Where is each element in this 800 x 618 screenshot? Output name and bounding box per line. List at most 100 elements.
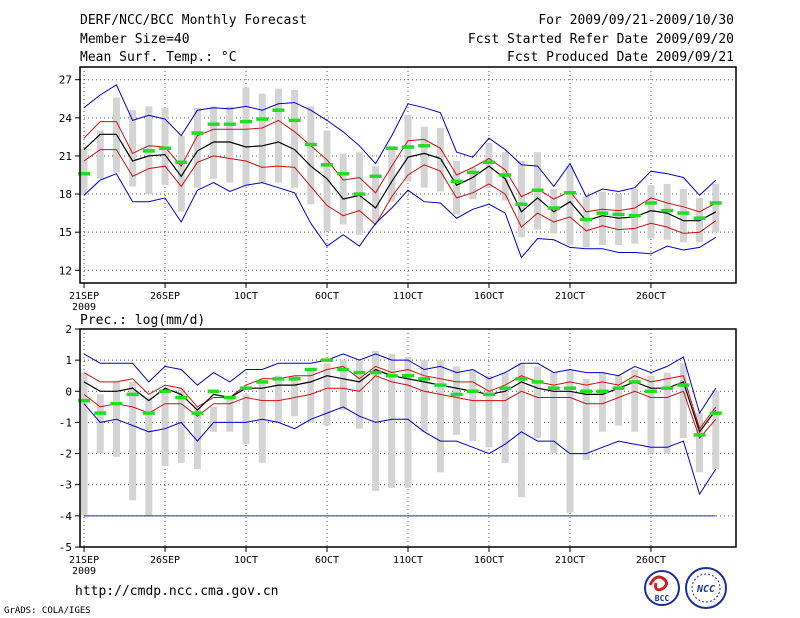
prec-range-box (647, 375, 655, 454)
prec-range-box (582, 378, 590, 460)
temp-range-box (615, 194, 623, 245)
temp-y-tick-label: 18 (59, 188, 72, 201)
prec-range-box (96, 394, 104, 454)
ncc-logo: NCC (685, 567, 727, 609)
prec-range-box (307, 369, 315, 423)
prec-range-box (388, 353, 396, 488)
temp-y-tick-label: 27 (59, 74, 72, 87)
temp-x-tick-label: 26SEP (150, 291, 180, 302)
prec-range-box (436, 360, 444, 473)
prec-mean-line (83, 368, 717, 434)
prec-range-box (355, 360, 363, 429)
temp-range-box (323, 130, 331, 231)
prec-y-tick-label: -1 (59, 416, 72, 429)
temp-range-box (647, 185, 655, 239)
temp-range-box (193, 107, 201, 188)
prec-range-box (631, 369, 639, 432)
prec-range-box (663, 372, 671, 454)
prec-x-tick-label: 1OCT (234, 555, 258, 566)
ncc-logo-text: NCC (696, 584, 715, 595)
temp-range-box (226, 106, 234, 183)
precip-variable-label: Prec.: log(mm/d) (80, 313, 205, 328)
temp-range-box (453, 161, 461, 215)
prec-range-box (696, 413, 704, 473)
prec-min-line (83, 403, 717, 496)
temp-range-box (307, 106, 315, 205)
bcc-logo-swirl (648, 575, 669, 592)
prec-range-box (177, 388, 185, 463)
prec-range-box (258, 381, 266, 463)
prec-x-tick-label: 16OCT (474, 555, 504, 566)
temp-range-box (598, 191, 606, 245)
prec-max-line (83, 353, 717, 415)
temp-range-box (274, 88, 282, 183)
prec-range-box (274, 375, 282, 423)
temp-range-box (388, 145, 396, 202)
prec-range-box (679, 363, 687, 438)
prec-range-box (372, 350, 380, 491)
prec-range-box (534, 366, 542, 438)
prec-range-box (712, 391, 720, 470)
temp-min-line (83, 173, 717, 259)
ncc-logo-inner-ring (691, 573, 721, 603)
temp-range-box (96, 130, 104, 179)
prec-range-box (420, 360, 428, 432)
prec-y-tick-label: -2 (59, 448, 72, 461)
prec-range-box (323, 363, 331, 426)
prec-range-box (339, 360, 347, 410)
temp-x-tick-year-label: 2009 (72, 302, 96, 313)
prec-x-tick-label: 6OCT (315, 555, 339, 566)
temp-max-line (83, 84, 717, 198)
prec-x-tick-label: 26SEP (150, 555, 180, 566)
temp-range-box (242, 87, 250, 187)
prec-range-box (210, 406, 218, 432)
temp-range-box (129, 110, 137, 187)
prec-range-box (404, 357, 412, 488)
temp-range-box (517, 161, 525, 238)
temp-range-box (420, 126, 428, 188)
temp-lower-spread-line (83, 149, 717, 234)
bcc-logo-text: BCC (655, 594, 670, 603)
prec-range-box (226, 397, 234, 432)
prec-x-tick-label: 21SEP (69, 555, 99, 566)
prec-y-tick-label: 1 (65, 354, 72, 367)
refer-date: Fcst Started Refer Date 2009/09/20 (468, 32, 734, 47)
temp-x-tick-label: 16OCT (474, 291, 504, 302)
prec-range-box (485, 375, 493, 448)
prec-y-tick-label: -4 (59, 510, 73, 523)
prec-range-box (517, 363, 525, 498)
temp-range-box (80, 148, 88, 196)
temp-upper-spread-line (83, 119, 717, 213)
prec-lower-spread-line (83, 375, 717, 439)
temp-y-tick-label: 21 (59, 150, 72, 163)
temp-range-box (679, 188, 687, 243)
prec-range-box (566, 369, 574, 513)
prec-y-tick-label: 2 (65, 323, 72, 336)
prec-range-box (145, 397, 153, 516)
prec-range-box (453, 366, 461, 435)
temp-range-box (469, 167, 477, 200)
temp-y-tick-label: 24 (59, 112, 73, 125)
variable-label: Mean Surf. Temp.: °C (80, 50, 237, 65)
produced-date: Fcst Produced Date 2009/09/21 (507, 50, 734, 65)
temp-mean-line (83, 133, 717, 222)
prec-range-box (291, 375, 299, 417)
member-size-label: Member Size=40 (80, 32, 190, 47)
prec-range-box (193, 406, 201, 470)
temp-range-box (258, 93, 266, 183)
prec-upper-spread-line (83, 365, 717, 430)
temp-x-tick-label: 1OCT (234, 291, 258, 302)
temp-range-box (291, 89, 299, 188)
prec-y-tick-label: -5 (59, 541, 72, 554)
prec-x-tick-year-label: 2009 (72, 566, 96, 577)
prec-x-tick-label: 26OCT (636, 555, 666, 566)
prec-y-tick-label: -3 (59, 479, 72, 492)
source-url[interactable]: http://cmdp.ncc.cma.gov.cn (75, 584, 279, 599)
temp-range-box (712, 183, 720, 233)
temp-x-tick-label: 21SEP (69, 291, 99, 302)
prec-range-box (80, 372, 88, 516)
temp-y-tick-label: 12 (59, 264, 72, 277)
temp-range-box (582, 196, 590, 248)
